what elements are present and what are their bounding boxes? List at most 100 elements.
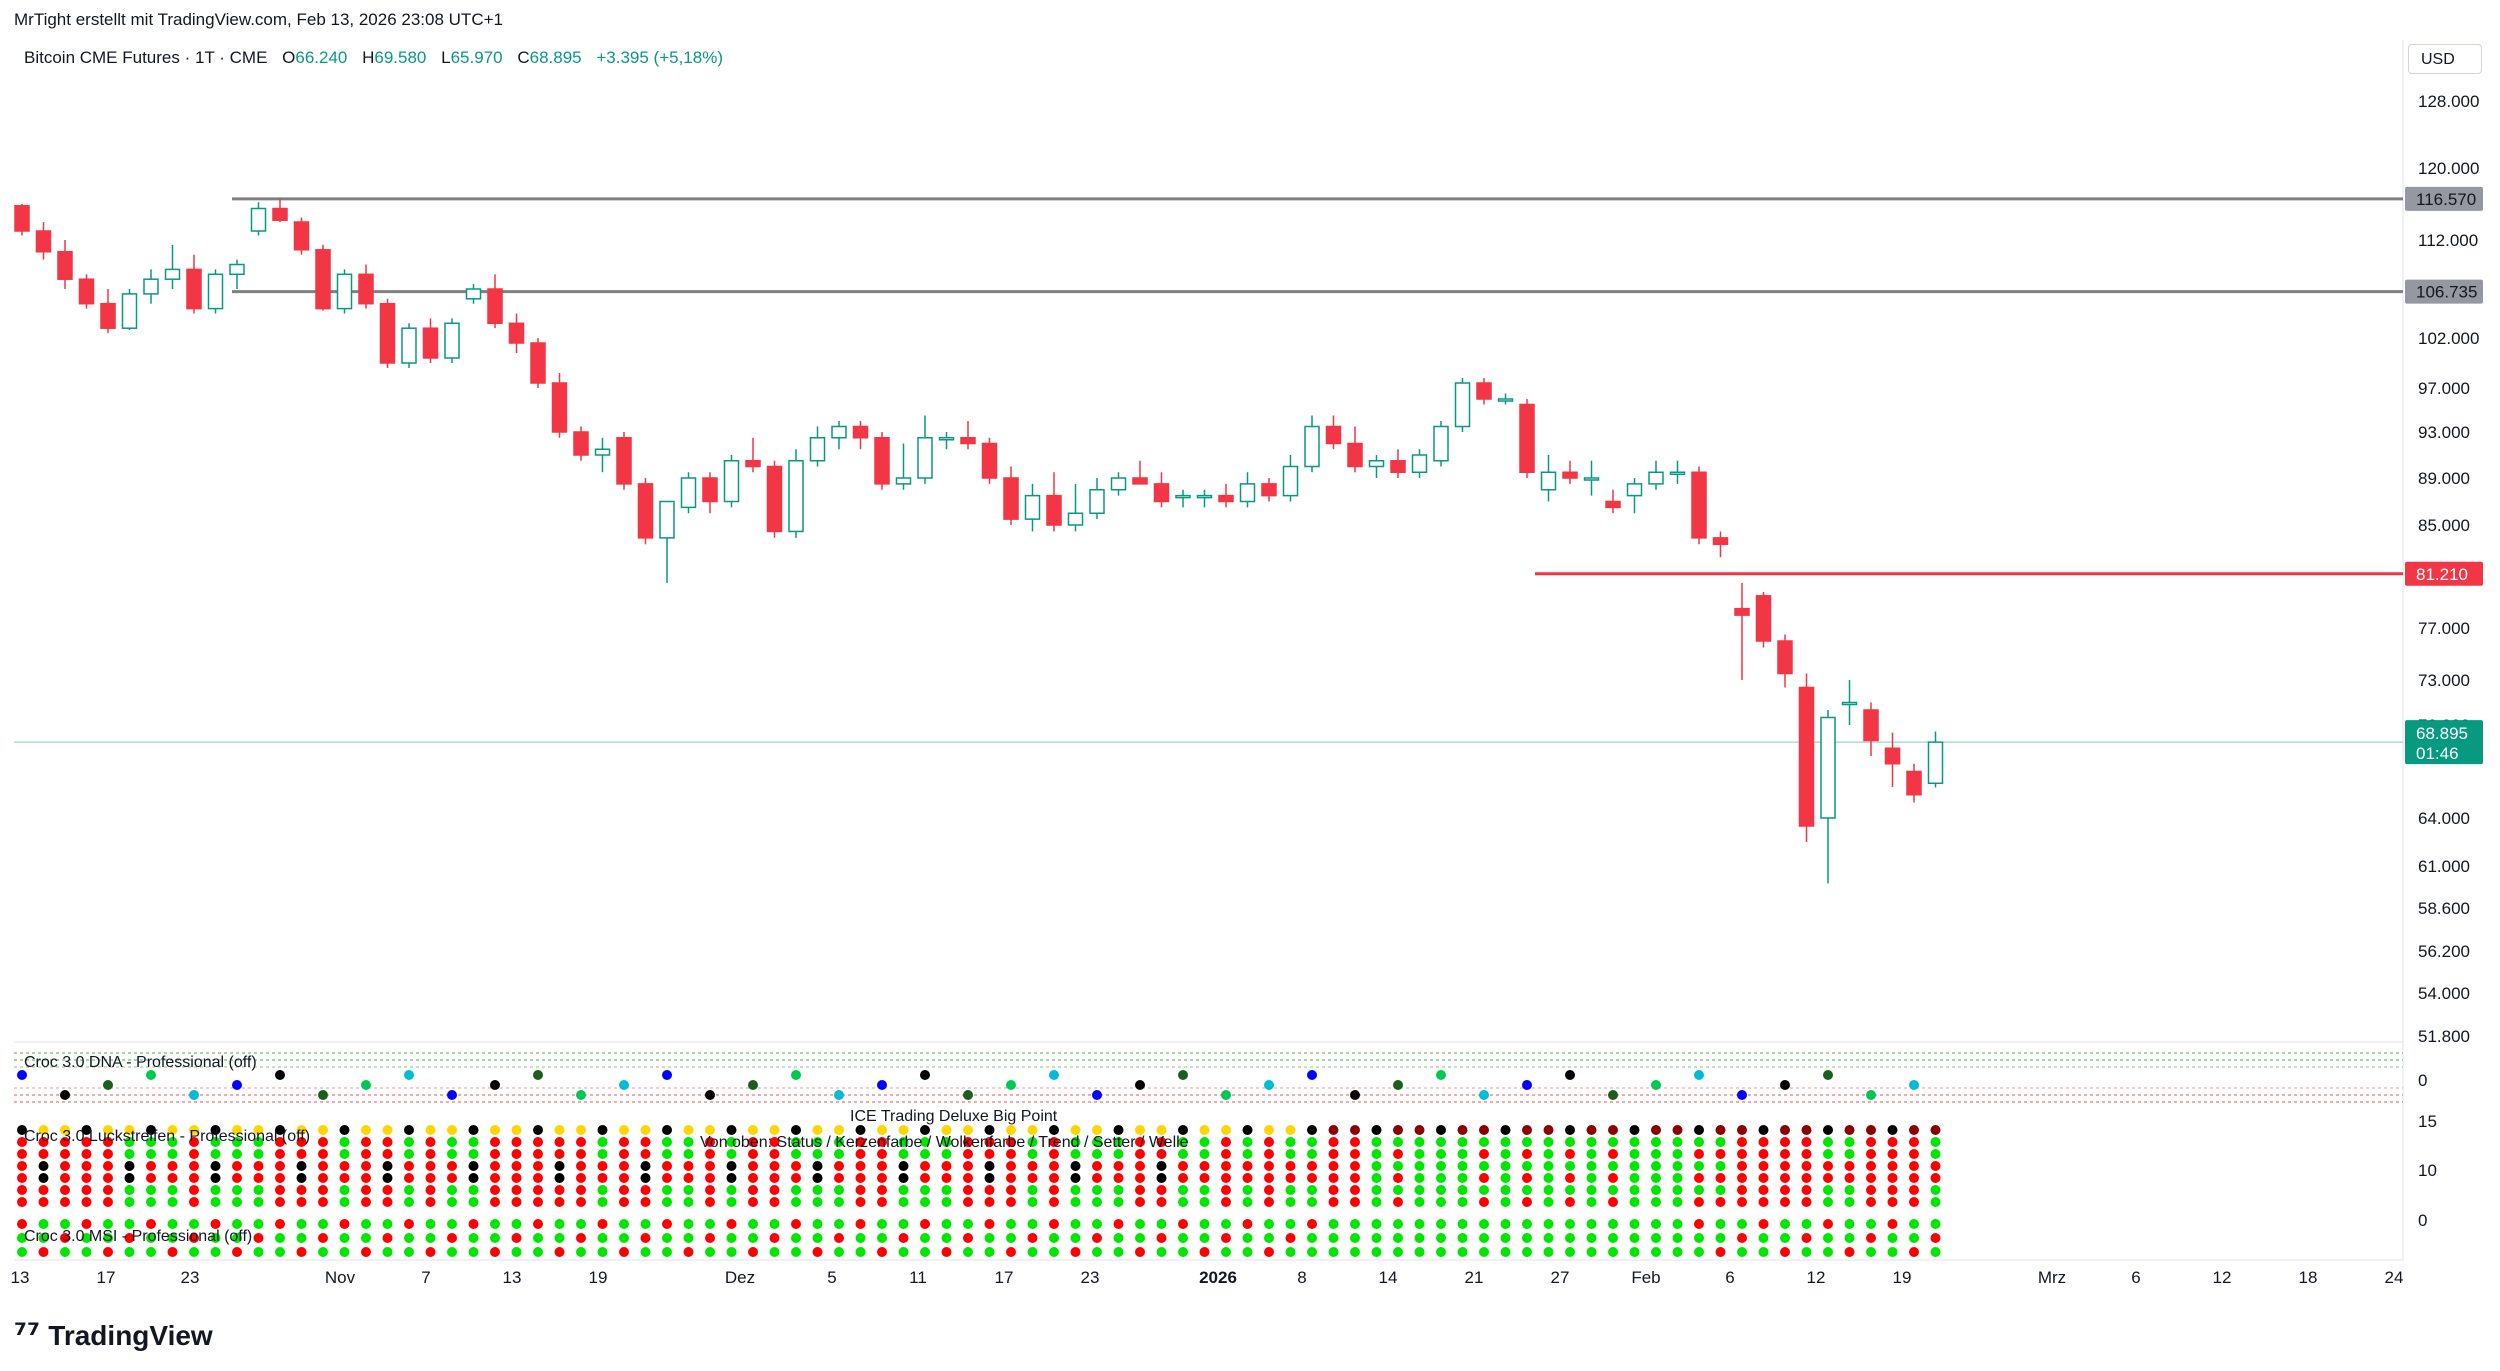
msi-dot: [1436, 1219, 1446, 1229]
msi-dot: [1135, 1219, 1145, 1229]
msi-dot: [1930, 1219, 1941, 1229]
luck-scale-label: 15: [2418, 1112, 2437, 1131]
luck-indicator-label[interactable]: Croc 3.0 Luckstreifen - Professional (of…: [24, 1128, 311, 1145]
luck-dot: [382, 1161, 393, 1171]
msi-dot: [17, 1219, 27, 1229]
candle-body: [14, 205, 30, 232]
msi-dot: [1006, 1247, 1016, 1257]
tradingview-logo[interactable]: ⁷⁷ TradingView: [14, 1318, 213, 1353]
candle: [229, 259, 245, 289]
luck-dot: [1457, 1137, 1468, 1147]
luck-dot: [726, 1137, 737, 1147]
dna-dot: [1307, 1070, 1317, 1080]
luck-dot: [1758, 1185, 1769, 1195]
dna-indicator-label[interactable]: Croc 3.0 DNA - Professional (off): [24, 1054, 257, 1071]
candle: [1089, 478, 1105, 520]
luck-dot: [597, 1149, 608, 1159]
candle: [186, 254, 202, 314]
luck-dot: [1307, 1137, 1317, 1147]
luck-dot: [1823, 1173, 1833, 1183]
luck-dot: [855, 1197, 866, 1207]
msi-dot: [232, 1233, 242, 1243]
luck-dot: [232, 1125, 242, 1135]
msi-dot: [1135, 1247, 1145, 1257]
candle: [573, 426, 589, 461]
luck-dot: [167, 1137, 178, 1147]
candle: [1282, 455, 1299, 502]
msi-dot: [1715, 1233, 1726, 1243]
candle-body: [1540, 471, 1557, 491]
luck-dot: [1823, 1125, 1833, 1135]
msi-dot: [1436, 1247, 1446, 1257]
luck-dot: [1199, 1185, 1210, 1195]
luck-dot: [1264, 1137, 1274, 1147]
luck-dot: [210, 1173, 221, 1183]
luck-dot: [941, 1149, 952, 1159]
symbol-legend[interactable]: Bitcoin CME Futures · 1T · CME O66.240 H…: [24, 48, 723, 68]
luck-dot: [275, 1197, 285, 1207]
luck-dot: [468, 1125, 479, 1135]
luck-dot: [1543, 1197, 1554, 1207]
luck-dot: [1909, 1173, 1919, 1183]
luck-dot: [619, 1161, 629, 1171]
luck-dot: [1242, 1161, 1253, 1171]
low-value: 65.970: [450, 48, 503, 67]
candle: [1433, 421, 1449, 467]
candle: [1669, 460, 1686, 484]
candle-body: [1067, 512, 1084, 526]
luck-dot: [1350, 1149, 1360, 1159]
msi-dot: [425, 1233, 436, 1243]
candle-body: [766, 465, 783, 533]
dna-dot: [705, 1090, 715, 1100]
candle-body: [1927, 741, 1944, 785]
luck-dot: [253, 1161, 264, 1171]
luck-dot: [1715, 1125, 1726, 1135]
luck-dot: [1737, 1185, 1747, 1195]
candle: [874, 432, 890, 490]
luck-dot: [167, 1149, 178, 1159]
luck-dot: [60, 1173, 70, 1183]
luck-dot: [1092, 1125, 1102, 1135]
luck-dot: [1479, 1149, 1489, 1159]
luck-dot: [425, 1173, 436, 1183]
luck-dot: [17, 1125, 27, 1135]
luck-dot: [318, 1137, 328, 1147]
time-tick-label: 27: [1551, 1268, 1570, 1287]
msi-indicator-label[interactable]: Croc 3.0 MSI - Professional (off): [24, 1228, 253, 1245]
msi-dot: [619, 1247, 629, 1257]
currency-button[interactable]: USD: [2408, 44, 2482, 74]
luck-dot: [812, 1125, 823, 1135]
msi-dot: [1457, 1219, 1468, 1229]
candle-body: [1110, 477, 1127, 491]
luck-dot: [1500, 1125, 1511, 1135]
luck-dot: [1242, 1125, 1253, 1135]
candle-body: [1734, 607, 1750, 616]
luck-dot: [1801, 1173, 1812, 1183]
luck-dot: [1049, 1185, 1059, 1195]
luck-dot: [619, 1173, 629, 1183]
luck-dot: [1737, 1173, 1747, 1183]
candle-body: [229, 263, 245, 276]
price-tick-label: 54.000: [2418, 984, 2470, 1003]
candle: [981, 437, 998, 484]
msi-dot: [1027, 1247, 1038, 1257]
candle-body: [1605, 500, 1621, 509]
luck-dot: [124, 1161, 135, 1171]
luck-dot: [404, 1197, 414, 1207]
luck-dot: [447, 1173, 457, 1183]
candle-body: [1906, 770, 1922, 796]
luck-dot: [1651, 1125, 1661, 1135]
msi-dot: [533, 1219, 543, 1229]
candle-body: [1325, 425, 1342, 445]
luck-dot: [189, 1185, 199, 1195]
msi-dot: [1887, 1247, 1898, 1257]
luck-dot: [1328, 1197, 1339, 1207]
luck-dot: [1844, 1149, 1855, 1159]
candle: [1476, 378, 1492, 405]
luck-dot: [1092, 1197, 1102, 1207]
candle-body: [960, 437, 976, 445]
candle: [1519, 399, 1535, 478]
luck-dot: [1178, 1137, 1188, 1147]
luck-dot: [1307, 1185, 1317, 1195]
